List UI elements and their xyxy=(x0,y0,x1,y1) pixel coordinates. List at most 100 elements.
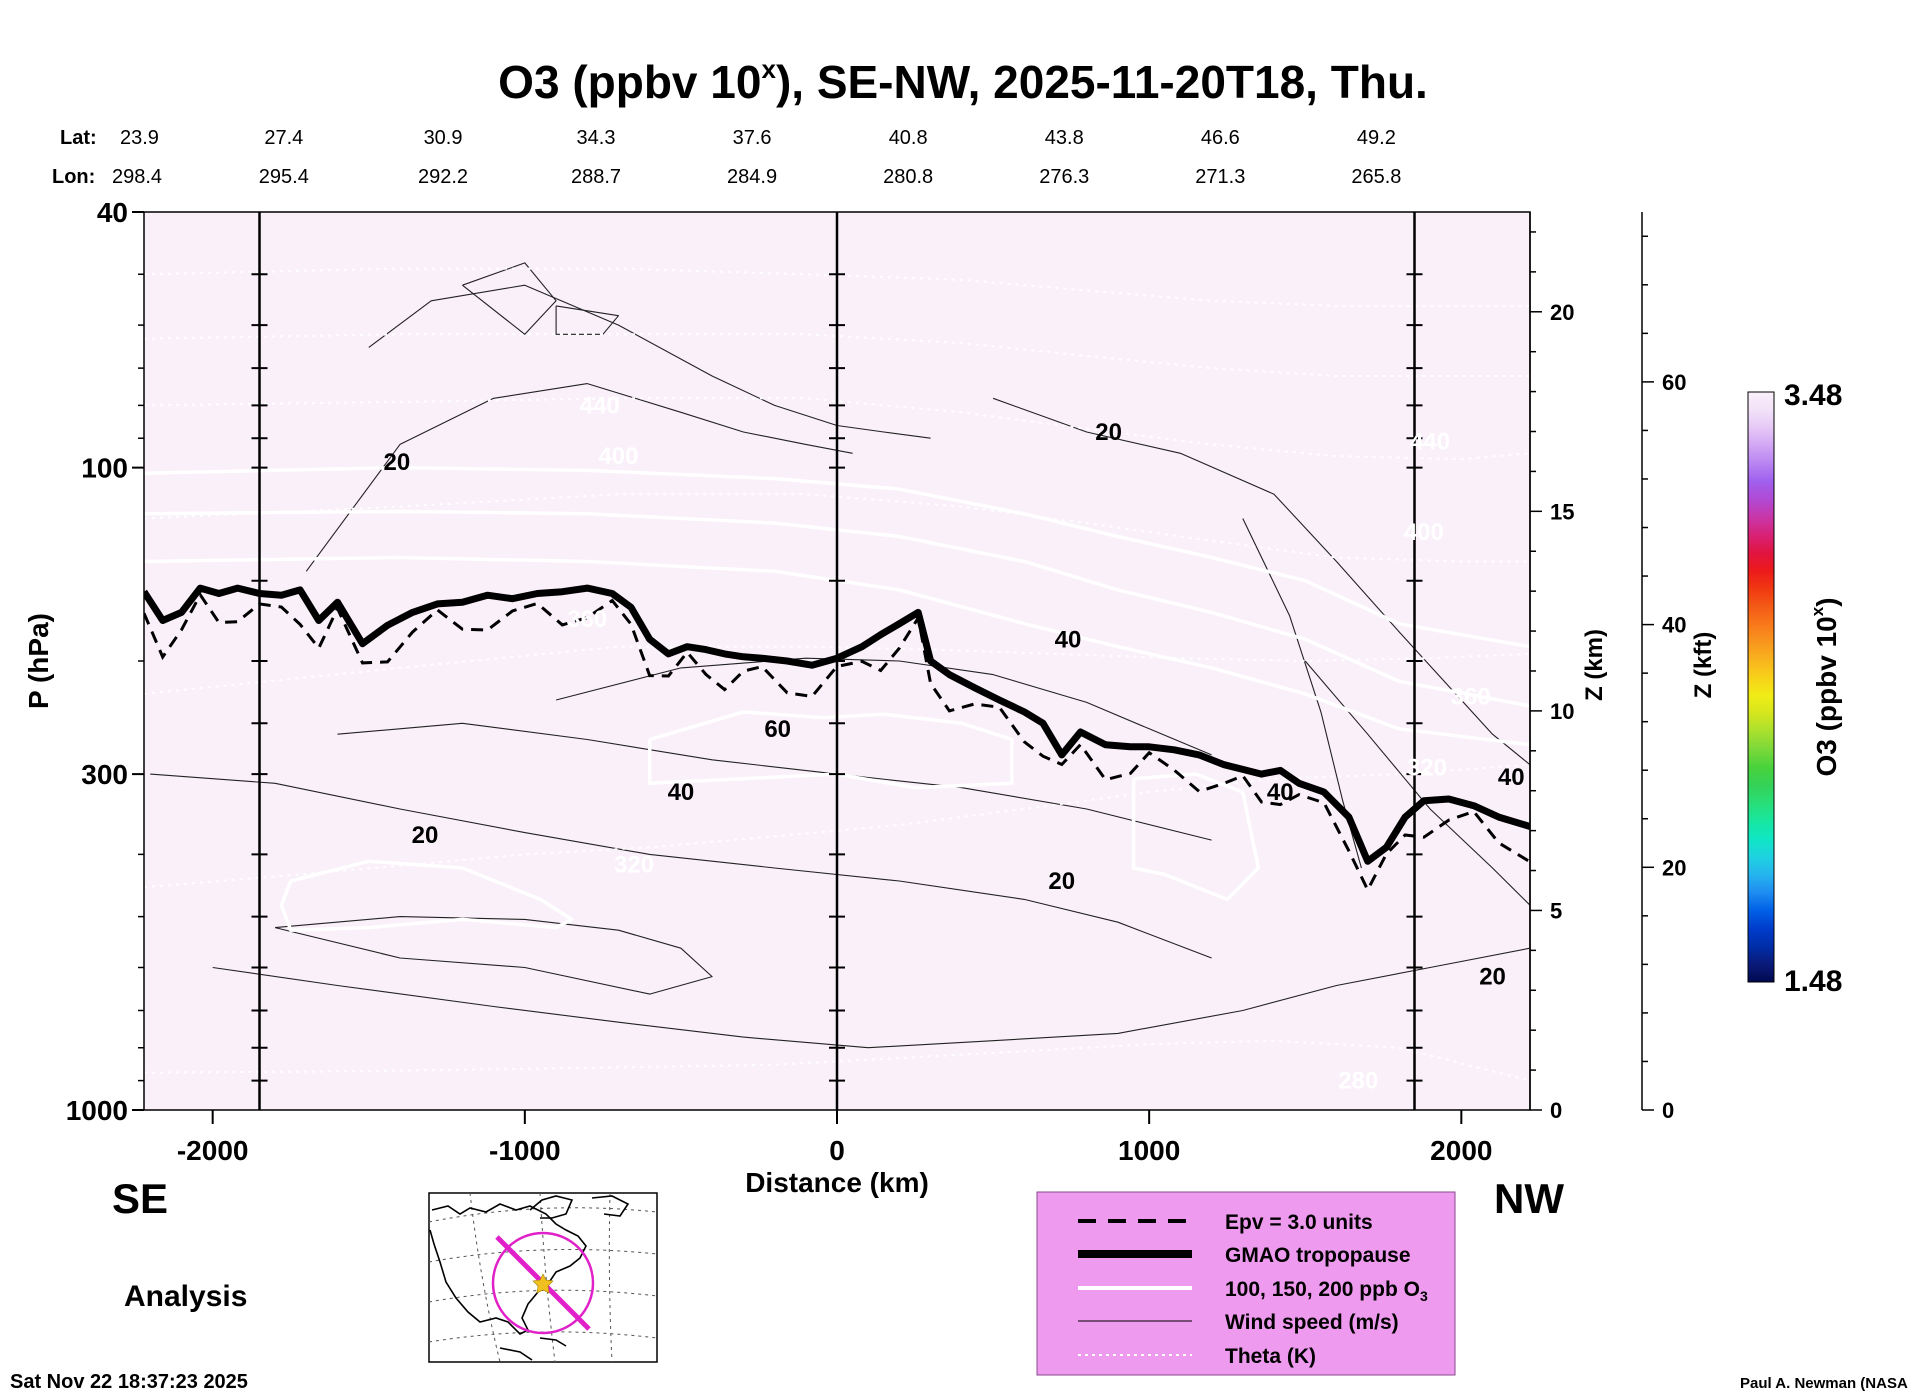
lon-value: 298.4 xyxy=(112,166,162,188)
y-axis-label: P (hPa) xyxy=(23,613,54,709)
wind-contour xyxy=(150,773,1212,959)
contour-label: 40 xyxy=(1267,779,1294,806)
contour-labels: 440 400 360 320 280 440 400 360 320 20 20 40 60 40 20 2… xyxy=(383,392,1524,1094)
contour-label: 20 xyxy=(1479,964,1506,991)
theta-contour xyxy=(144,763,1530,889)
y-tick-label: 300 xyxy=(81,759,128,790)
contour-label: 20 xyxy=(412,822,439,849)
contour-label: 320 xyxy=(1407,755,1447,782)
lon-value: 265.8 xyxy=(1351,166,1401,188)
contour-label: 20 xyxy=(383,449,410,476)
y-tick-label: 100 xyxy=(81,453,128,484)
analysis-label: Analysis xyxy=(124,1280,247,1313)
contour-label: 440 xyxy=(580,392,620,419)
lon-value: 295.4 xyxy=(259,166,309,188)
lat-value: 49.2 xyxy=(1357,127,1396,149)
lat-value: 23.9 xyxy=(120,127,159,149)
o3-island-contour xyxy=(1131,772,1261,902)
contour-label: 360 xyxy=(1451,683,1491,710)
lat-value: 34.3 xyxy=(577,127,616,149)
ozone-ppb-contours xyxy=(144,465,1530,747)
z-kft-tick-label: 40 xyxy=(1662,613,1686,638)
wind-contour xyxy=(555,657,1212,756)
z-km-tick-label: 0 xyxy=(1550,1098,1562,1123)
epv-contour-line xyxy=(144,591,1530,894)
o3-ppb-contour xyxy=(144,509,1530,708)
contour-label: 40 xyxy=(1498,764,1525,791)
vertical-reference-lines xyxy=(251,212,1423,1110)
contour-label: 360 xyxy=(567,606,607,633)
x-tick-label: 1000 xyxy=(1118,1135,1180,1166)
lon-value: 292.2 xyxy=(418,166,468,188)
z-km-tick-label: 15 xyxy=(1550,499,1574,524)
x-tick-label: 0 xyxy=(829,1135,845,1166)
contour-label: 400 xyxy=(598,443,638,470)
plot-area: 440 400 360 320 280 440 400 360 320 20 20 40 60 40 20 2… xyxy=(143,211,1531,1111)
legend-label-o3: 100, 150, 200 ppb O3 xyxy=(1225,1278,1428,1304)
o3-ppb-contour xyxy=(144,465,1530,649)
legend-background xyxy=(1036,1191,1456,1376)
contour-label: 40 xyxy=(668,779,695,806)
z-km-axis: 0 5 10 15 20 xyxy=(1529,212,1574,1123)
contour-label: 280 xyxy=(1338,1068,1378,1095)
footer-credit: Paul A. Newman (NASA xyxy=(1740,1375,1908,1392)
lon-value: 280.8 xyxy=(883,166,933,188)
contour-label: 20 xyxy=(1048,868,1075,895)
lon-value: 284.9 xyxy=(727,166,777,188)
wind-contour xyxy=(212,947,1530,1049)
lat-row-label: Lat: xyxy=(60,127,97,149)
z-kft-tick-label: 60 xyxy=(1662,370,1686,395)
o3-ppb-contour xyxy=(144,555,1530,747)
lon-value: 271.3 xyxy=(1195,166,1245,188)
wind-contour xyxy=(337,722,1212,841)
z-km-tick-label: 20 xyxy=(1550,300,1574,325)
epv-contour xyxy=(144,591,1530,894)
o3-island-contour xyxy=(647,710,1014,790)
colorbar-max-label: 3.48 xyxy=(1784,379,1842,412)
lon-value: 276.3 xyxy=(1039,166,1089,188)
legend-label-theta: Theta (K) xyxy=(1225,1345,1316,1368)
theta-contour xyxy=(144,267,1530,307)
direction-right-label: NW xyxy=(1494,1175,1564,1222)
contour-label: 40 xyxy=(1055,626,1082,653)
x-tick-label: -1000 xyxy=(489,1135,561,1166)
legend-label-wind: Wind speed (m/s) xyxy=(1225,1311,1399,1334)
theta-contour xyxy=(144,645,1530,695)
theta-contour xyxy=(144,397,1530,461)
wind-speed-contours xyxy=(150,262,1530,1049)
z-km-tick-label: 5 xyxy=(1550,898,1562,923)
lat-value: 37.6 xyxy=(733,127,772,149)
colorbar: 3.48 1.48 O3 (ppbv 10x) xyxy=(1747,379,1842,998)
contour-label: 320 xyxy=(614,852,654,879)
legend-label-tropopause: GMAO tropopause xyxy=(1225,1244,1411,1267)
colorbar-min-label: 1.48 xyxy=(1784,965,1842,998)
footer-timestamp: Sat Nov 22 18:37:23 2025 xyxy=(10,1371,248,1393)
lat-value: 40.8 xyxy=(889,127,928,149)
wind-contour xyxy=(462,262,557,335)
x-tick-label: 2000 xyxy=(1430,1135,1492,1166)
z-km-tick-label: 10 xyxy=(1550,699,1574,724)
lat-value: 30.9 xyxy=(424,127,463,149)
colorbar-title: O3 (ppbv 10x) xyxy=(1808,597,1842,776)
lon-row-label: Lon: xyxy=(52,166,95,188)
lat-value: 27.4 xyxy=(264,127,303,149)
z-km-axis-label: Z (km) xyxy=(1581,629,1608,701)
z-kft-tick-label: 20 xyxy=(1662,855,1686,880)
chart-legend: Epv = 3.0 units GMAO tropopause 100, 150… xyxy=(1036,1191,1456,1376)
ozone-island-contours xyxy=(279,710,1261,932)
chart-title: O3 (ppbv 10x), SE-NW, 2025-11-20T18, Thu… xyxy=(498,54,1428,108)
lat-value: 43.8 xyxy=(1045,127,1084,149)
contour-overlays: 440 400 360 320 280 440 400 360 320 20 20 40 60 40 20 2… xyxy=(144,212,1530,1110)
wind-contour xyxy=(305,383,853,572)
contour-label: 400 xyxy=(1404,519,1444,546)
x-axis: -2000 -1000 0 1000 2000 xyxy=(177,1110,1492,1166)
legend-label-epv: Epv = 3.0 units xyxy=(1225,1211,1373,1234)
theta-contour xyxy=(144,1039,1530,1082)
north-america-map-icon xyxy=(428,1192,658,1363)
colorbar-scale xyxy=(1747,391,1775,983)
wind-contour xyxy=(368,284,931,439)
direction-left-label: SE xyxy=(112,1175,168,1222)
z-kft-axis: 0 20 40 60 xyxy=(1641,212,1686,1123)
lat-lon-header: Lat: Lon: 23.9 27.4 30.9 34.3 37.6 40.8 43.8 46… xyxy=(52,127,1401,188)
